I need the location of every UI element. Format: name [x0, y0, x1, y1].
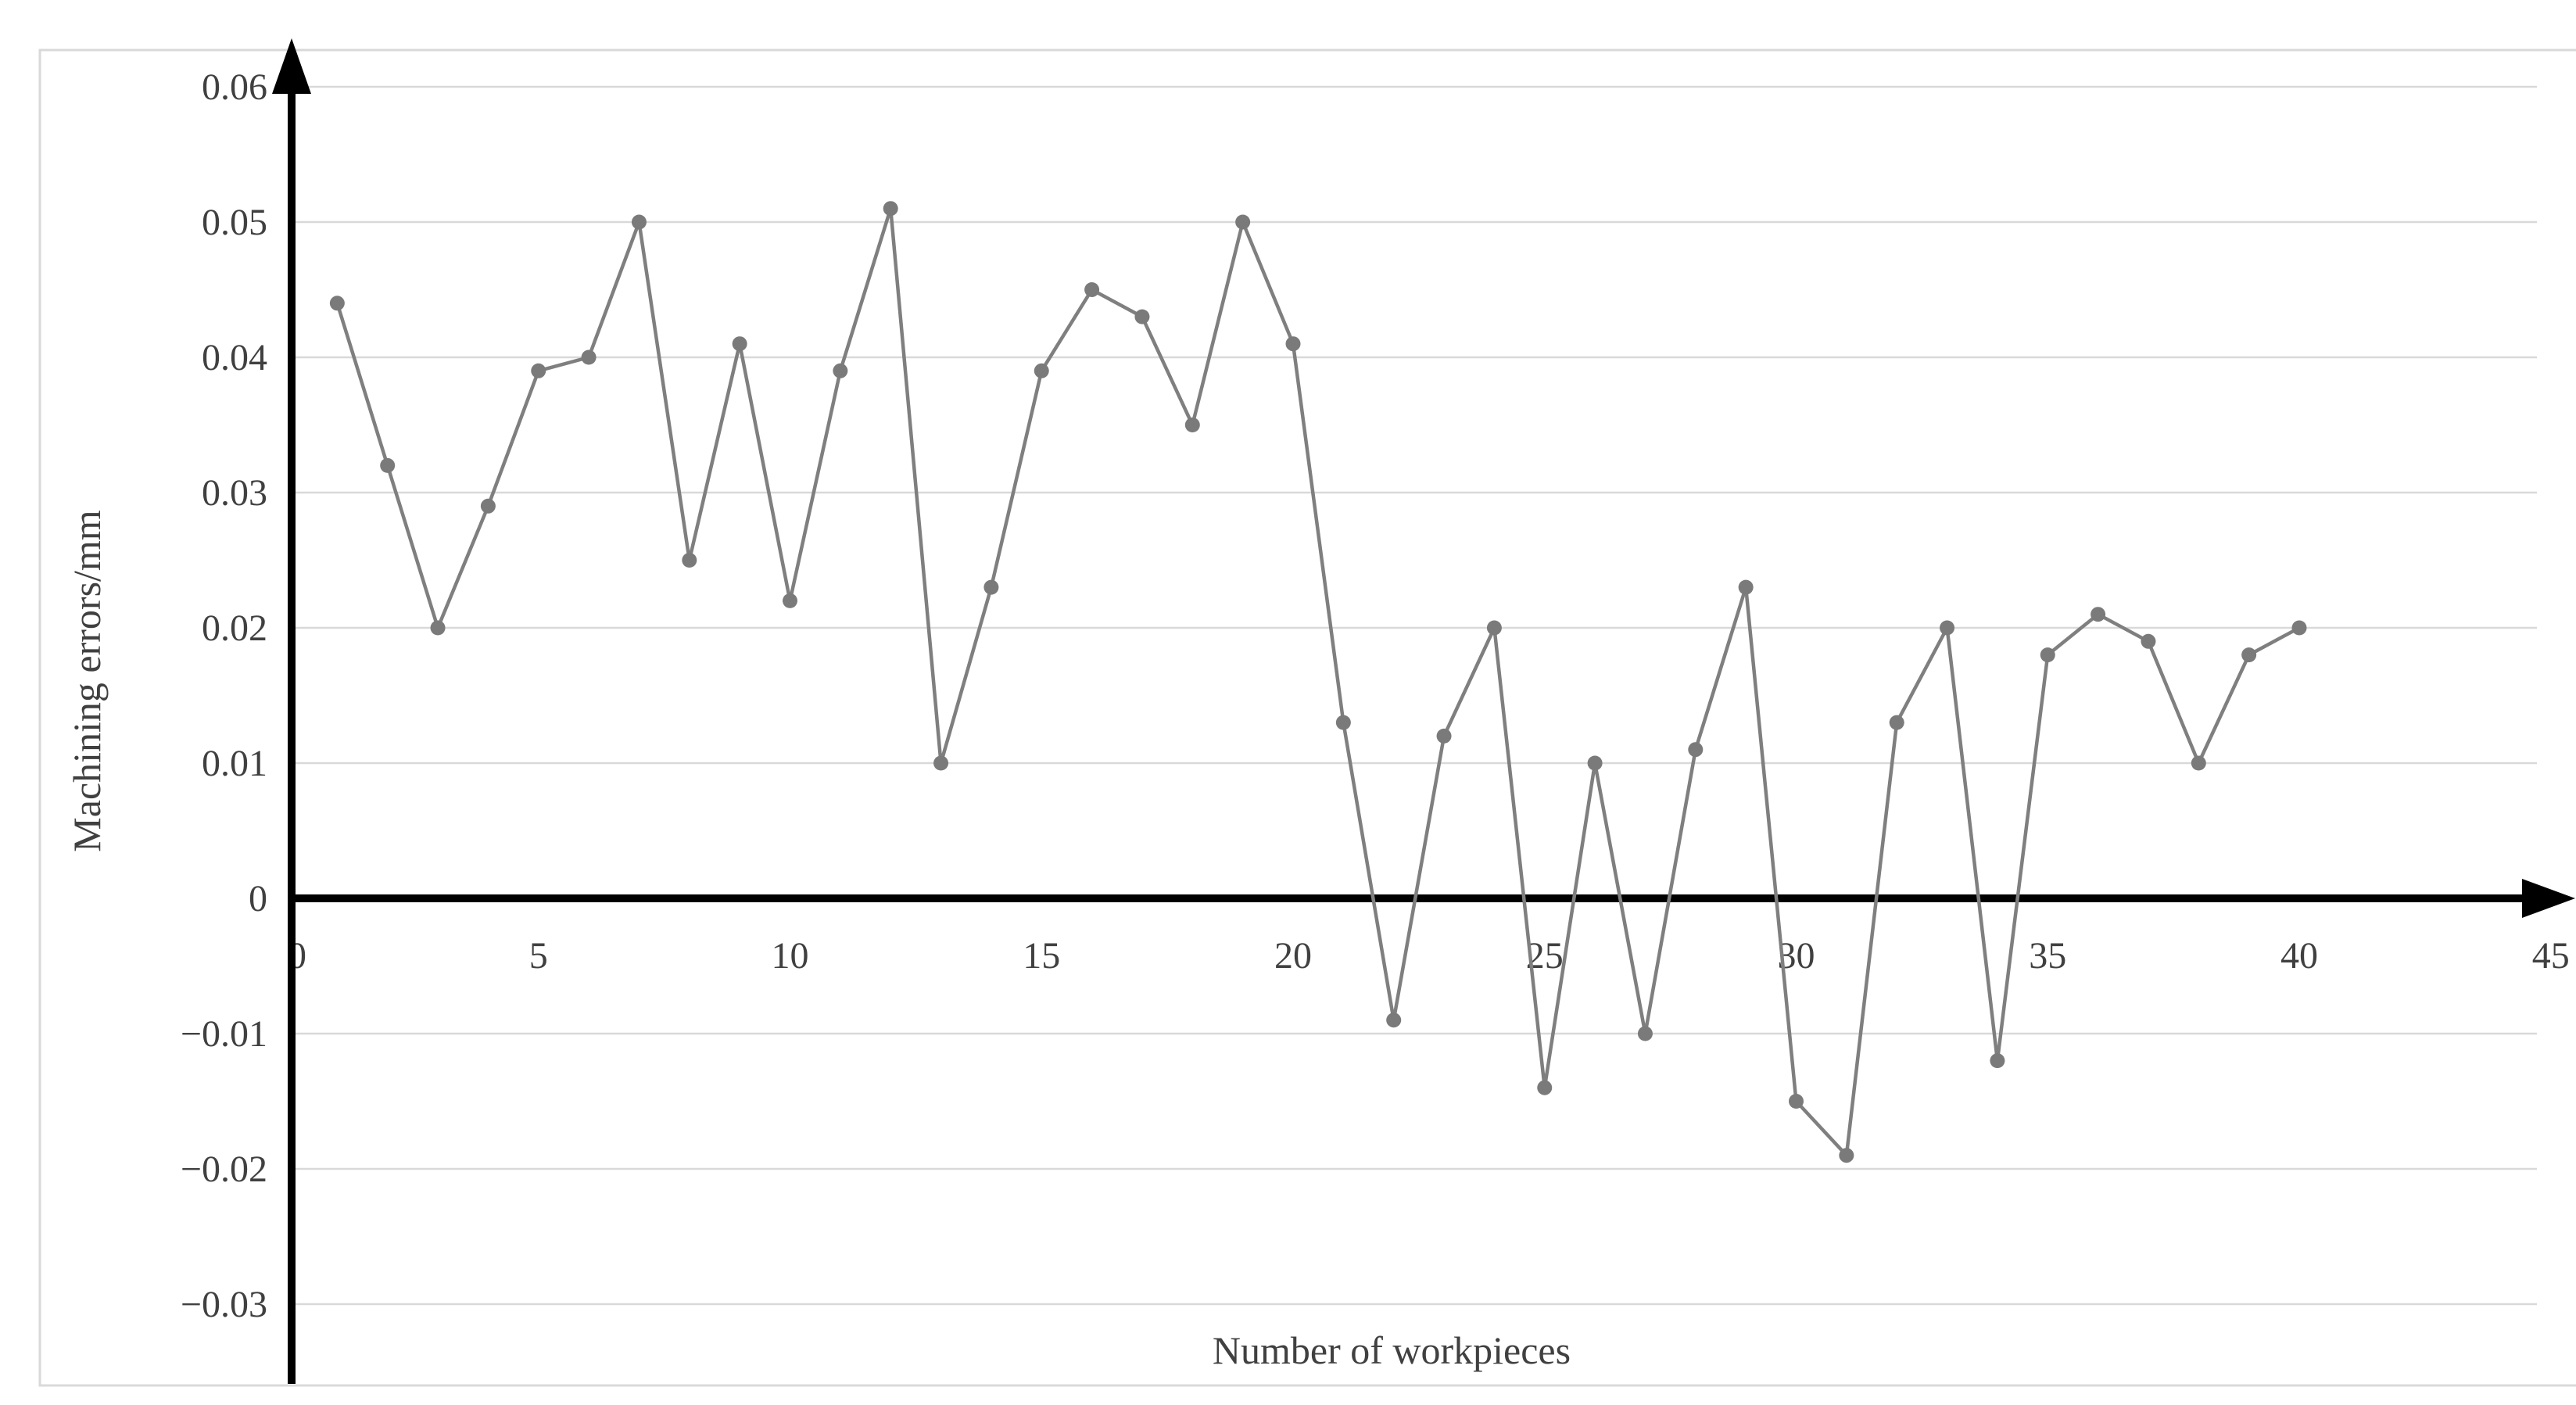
data-point-marker	[783, 593, 797, 608]
y-tick-label: 0.04	[202, 337, 267, 378]
data-point-marker	[329, 296, 345, 311]
x-tick-label: 10	[772, 935, 809, 977]
series-line	[335, 206, 2301, 1157]
data-point-marker	[933, 755, 949, 771]
x-tick-label: 45	[2532, 935, 2570, 977]
data-point-marker	[2141, 633, 2156, 649]
data-point-marker	[833, 363, 848, 378]
data-point-marker	[1738, 579, 1754, 595]
data-point-marker	[1990, 1053, 2005, 1069]
data-point-marker	[480, 498, 496, 514]
data-point-marker	[1235, 214, 1251, 230]
data-point-marker	[1940, 620, 1955, 636]
data-point-marker	[380, 457, 396, 473]
data-point-marker	[1587, 755, 1603, 771]
data-point-marker	[1386, 1013, 1402, 1028]
data-point-marker	[430, 620, 446, 636]
y-tick-label: 0.01	[202, 743, 267, 784]
data-point-marker	[1285, 336, 1301, 352]
data-point-marker	[983, 579, 999, 595]
data-point-marker	[1335, 715, 1351, 730]
y-tick-label: −0.02	[181, 1149, 267, 1190]
data-point-marker	[1134, 309, 1150, 324]
data-point-marker	[2291, 620, 2307, 636]
data-point-marker	[1184, 418, 1200, 432]
x-tick-label: 35	[2029, 935, 2066, 977]
data-point-marker	[1084, 282, 1100, 297]
data-point-marker	[1789, 1094, 1804, 1109]
data-point-marker	[2241, 647, 2257, 663]
y-axis-title: Machining errors/mm	[65, 510, 109, 852]
y-tick-label: 0.02	[202, 608, 267, 649]
data-point-marker	[1839, 1148, 1854, 1163]
x-tick-labels-group: 0 5 10 15 20 25 30 35 40 45	[288, 935, 2570, 977]
y-tick-labels-group: 0.06 0.05 0.04 0.03 0.02 0.01 0 −0.01 −0.02 −0.03	[181, 66, 267, 1325]
y-tick-label: 0.06	[202, 66, 267, 108]
data-point-marker	[2040, 647, 2055, 663]
axes-group	[272, 38, 2575, 1384]
x-tick-label: 20	[1274, 935, 1312, 977]
data-point-marker	[1637, 1026, 1653, 1041]
y-tick-label: −0.03	[181, 1284, 267, 1325]
chart-outer-border	[38, 48, 2576, 1387]
x-tick-label: 5	[529, 935, 548, 977]
y-tick-label: −0.01	[181, 1013, 267, 1055]
data-point-marker	[1436, 728, 1452, 744]
data-point-marker	[1688, 742, 1704, 758]
data-point-marker	[2191, 755, 2206, 771]
data-point-marker	[1486, 620, 1502, 636]
data-point-marker	[1537, 1080, 1553, 1095]
series-markers-group	[329, 201, 2307, 1163]
x-axis-title: Number of workpieces	[1213, 1328, 1571, 1372]
y-tick-label: 0.03	[202, 472, 267, 514]
data-point-marker	[581, 349, 597, 365]
x-axis-arrowhead-icon	[2522, 879, 2575, 918]
y-axis-arrowhead-icon	[272, 38, 311, 94]
data-point-marker	[1889, 715, 1904, 730]
data-point-marker	[531, 363, 546, 378]
y-tick-label: 0.05	[202, 202, 267, 243]
y-tick-label: 0	[249, 878, 267, 919]
x-tick-label: 40	[2280, 935, 2318, 977]
x-tick-label: 15	[1023, 935, 1060, 977]
gridlines-group	[292, 85, 2537, 1306]
data-point-marker	[883, 201, 898, 217]
series-group	[329, 201, 2307, 1163]
data-point-marker	[682, 553, 697, 568]
data-point-marker	[732, 336, 747, 352]
chart-plot-area: 0 5 10 15 20 25 30 35 40 45 0.060.050.040.030.020…	[38, 38, 2576, 1387]
data-point-marker	[2091, 607, 2106, 622]
machining-errors-line-chart: 0 5 10 15 20 25 30 35 40 45 0.06 0.05 0.04 0.03 0.02 0…	[31, 13, 2576, 1405]
data-point-marker	[1034, 363, 1049, 378]
data-point-marker	[631, 214, 647, 230]
